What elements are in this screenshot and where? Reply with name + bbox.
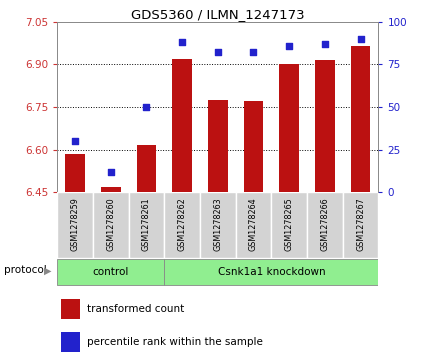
Text: GSM1278260: GSM1278260 (106, 197, 115, 251)
Bar (172, 59, 192, 192)
Bar (101, 187, 121, 192)
Point (250, 50, 257, 56)
Text: GSM1278262: GSM1278262 (178, 197, 187, 251)
Bar (61, 299, 80, 319)
Bar (65, 154, 85, 192)
Bar (164, 259, 378, 285)
Point (107, 169, 114, 175)
Text: protocol: protocol (4, 265, 47, 276)
Text: GSM1278261: GSM1278261 (142, 197, 151, 251)
Bar (128, 192, 164, 258)
Text: transformed count: transformed count (87, 304, 184, 314)
Bar (343, 192, 378, 258)
Bar (164, 192, 200, 258)
Text: control: control (92, 267, 129, 277)
Point (357, 36, 364, 42)
Point (72, 138, 79, 144)
Bar (208, 100, 227, 192)
Text: GSM1278263: GSM1278263 (213, 197, 222, 251)
Bar (57, 192, 93, 258)
Bar (61, 332, 80, 352)
Point (179, 39, 186, 45)
Bar (93, 192, 128, 258)
Text: GSM1278259: GSM1278259 (70, 197, 80, 252)
Bar (279, 65, 299, 192)
Text: GSM1278264: GSM1278264 (249, 197, 258, 251)
Bar (315, 60, 335, 192)
Point (321, 41, 328, 47)
Bar (236, 192, 271, 258)
Bar (244, 101, 263, 192)
Point (143, 104, 150, 110)
Title: GDS5360 / ILMN_1247173: GDS5360 / ILMN_1247173 (131, 8, 304, 21)
Bar (271, 192, 307, 258)
Point (286, 43, 293, 49)
Bar (307, 192, 343, 258)
Text: GSM1278266: GSM1278266 (320, 197, 330, 251)
Text: GSM1278265: GSM1278265 (285, 197, 293, 251)
Text: GSM1278267: GSM1278267 (356, 197, 365, 251)
Bar (200, 192, 236, 258)
Point (214, 50, 221, 56)
Text: ▶: ▶ (44, 265, 51, 276)
Bar (351, 46, 370, 192)
Bar (57, 259, 164, 285)
Bar (136, 146, 156, 192)
Text: percentile rank within the sample: percentile rank within the sample (87, 337, 263, 347)
Text: Csnk1a1 knockdown: Csnk1a1 knockdown (217, 267, 325, 277)
